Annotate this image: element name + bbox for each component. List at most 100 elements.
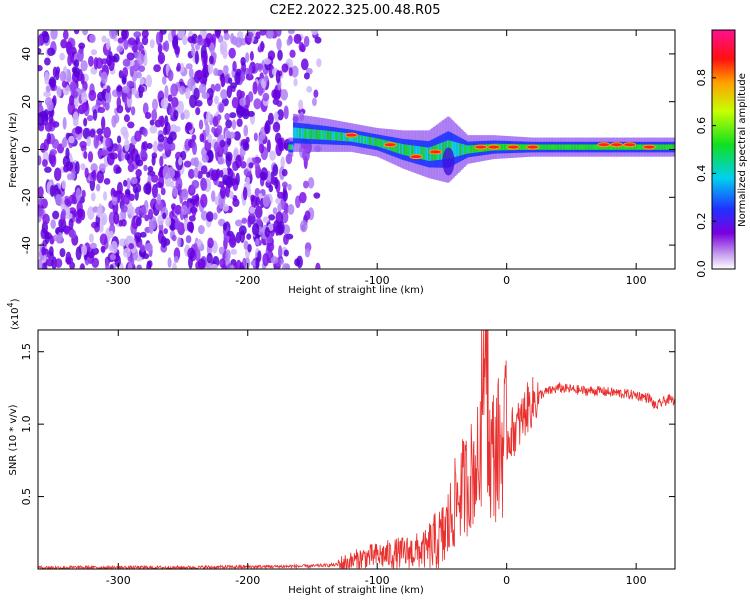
spectrogram-noise-cell xyxy=(252,81,258,95)
spectrogram-noise-cell xyxy=(206,252,213,264)
signal-band-core xyxy=(338,132,340,141)
signal-band-core xyxy=(625,144,628,150)
spectrogram-noise-cell xyxy=(149,119,155,126)
signal-band-core xyxy=(555,144,558,150)
signal-band-core xyxy=(543,144,545,150)
spectrogram-noise-cell xyxy=(93,134,99,149)
spectrogram-noise-cell xyxy=(197,225,205,235)
signal-band-core xyxy=(597,144,600,150)
spectrogram-noise-cell xyxy=(109,254,116,261)
spectrogram-noise-cell xyxy=(67,53,73,67)
spectrogram-noise-cell xyxy=(109,264,114,269)
spectrogram-noise-cell xyxy=(268,184,274,193)
spectrogram-noise-cell xyxy=(62,30,69,40)
spectrogram-noise-cell xyxy=(137,85,145,93)
spectrogram-noise-cell xyxy=(135,206,142,216)
spectrogram-noise-cell xyxy=(112,190,119,198)
spectrogram-noise-cell xyxy=(48,246,54,257)
spectrogram-noise-cell xyxy=(247,243,252,253)
spectrogram-noise-cell xyxy=(165,216,172,227)
spectrogram-noise-cell xyxy=(90,163,98,173)
spectrogram-noise-cell xyxy=(122,58,131,67)
spectrogram-noise-cell xyxy=(80,60,88,72)
spectrogram-noise-cell xyxy=(180,150,187,161)
spectrogram-noise-cell xyxy=(294,258,301,267)
signal-band-core xyxy=(291,144,294,150)
spectrogram-noise-cell xyxy=(130,87,138,96)
spectrogram-noise-cell xyxy=(281,168,288,177)
spectrogram-noise-cell xyxy=(141,35,149,46)
signal-band-core xyxy=(372,137,375,146)
spectrogram-noise-cell xyxy=(132,183,138,194)
snr-multiplier-base: (x10 xyxy=(10,307,21,330)
spectrogram-noise-cell xyxy=(44,71,50,85)
spectrogram-noise-cell xyxy=(127,255,134,263)
signal-band-core xyxy=(636,144,639,150)
signal-band-core xyxy=(467,145,469,154)
spectrogram-noise-cell xyxy=(275,69,281,84)
spectrogram-noise-cell xyxy=(313,192,321,199)
spectrogram-noise-cell xyxy=(233,131,241,141)
signal-band-core xyxy=(451,141,454,158)
spectrogram-noise-cell xyxy=(81,102,89,112)
spectrogram-noise-cell xyxy=(169,142,176,151)
spectrogram-noise-cell xyxy=(155,31,161,46)
spectrogram-noise-cell xyxy=(89,128,96,138)
x-tick-label: 0 xyxy=(503,274,510,287)
snr-x-ticks: -300 -200 -100 0 100 xyxy=(106,330,647,587)
spectrogram-noise-cell xyxy=(105,257,110,269)
spectrogram-noise-cell xyxy=(191,195,200,203)
spectrogram-noise-cell xyxy=(241,108,250,120)
spectrogram-noise-cell xyxy=(187,168,195,179)
signal-band-core xyxy=(302,128,305,139)
spectrogram-noise-cell xyxy=(90,192,96,202)
spectrogram-noise-cell xyxy=(112,53,120,63)
spectrogram-noise-cell xyxy=(98,222,104,233)
signal-band-core xyxy=(502,143,505,151)
spectrogram-noise-cell xyxy=(263,57,272,65)
colorbar: 0.0 0.2 0.4 0.6 0.8 Normalized spectral ampl… xyxy=(695,29,748,278)
signal-hotspot xyxy=(506,144,520,150)
spectrogram-noise-cell xyxy=(100,71,108,84)
spectrogram-noise-cell xyxy=(87,251,95,259)
signal-band-core xyxy=(418,146,421,159)
signal-band-core xyxy=(378,138,381,148)
spectrogram-noise-cell xyxy=(262,92,270,102)
spectrogram-noise-cell xyxy=(220,77,225,88)
spectrogram-noise-cell xyxy=(185,87,191,100)
signal-band-core xyxy=(457,142,460,157)
spectrogram-noise-cell xyxy=(92,169,97,182)
spectrogram-noise-cell xyxy=(206,211,214,222)
signal-band-core xyxy=(294,127,297,139)
spectrogram-noise-cell xyxy=(126,177,131,191)
spectrogram-noise-cell xyxy=(242,141,250,152)
signal-band-core xyxy=(339,132,342,141)
spectrogram-noise-cell xyxy=(113,211,120,225)
spectrogram-noise-cell xyxy=(210,190,216,202)
snr-line xyxy=(38,330,675,569)
x-tick-label: -100 xyxy=(365,274,390,287)
spectrogram-noise-cell xyxy=(179,85,186,95)
signal-band-core xyxy=(319,129,322,140)
signal-band-core xyxy=(415,145,418,159)
spectrogram-noise-cell xyxy=(259,30,267,36)
spectrogram-noise-cell xyxy=(141,30,149,39)
spectrogram-noise-cell xyxy=(234,37,243,48)
signal-band-core xyxy=(397,142,399,154)
spectrogram-noise-cell xyxy=(43,91,51,98)
spectrogram-noise-cell xyxy=(134,232,142,240)
signal-band-core xyxy=(460,143,463,156)
spectrogram-noise-cell xyxy=(52,121,60,128)
spectrogram-noise-cell xyxy=(246,233,252,240)
signal-band-core xyxy=(401,144,404,155)
signal-band-core xyxy=(334,131,337,141)
colorbar-ticks: 0.0 0.2 0.4 0.6 0.8 xyxy=(695,69,716,278)
spectrogram-noise-cell xyxy=(42,159,48,168)
spectrogram-noise-cell xyxy=(157,43,163,54)
y-tick-label: 1.5 xyxy=(20,343,33,361)
spectrogram-noise-cell xyxy=(197,238,202,248)
spectrogram-noise-cell xyxy=(88,55,94,67)
spectrogram-noise-cell xyxy=(73,59,80,68)
spectrogram-noise-cell xyxy=(275,197,282,205)
spectrogram-noise-cell xyxy=(185,235,192,244)
